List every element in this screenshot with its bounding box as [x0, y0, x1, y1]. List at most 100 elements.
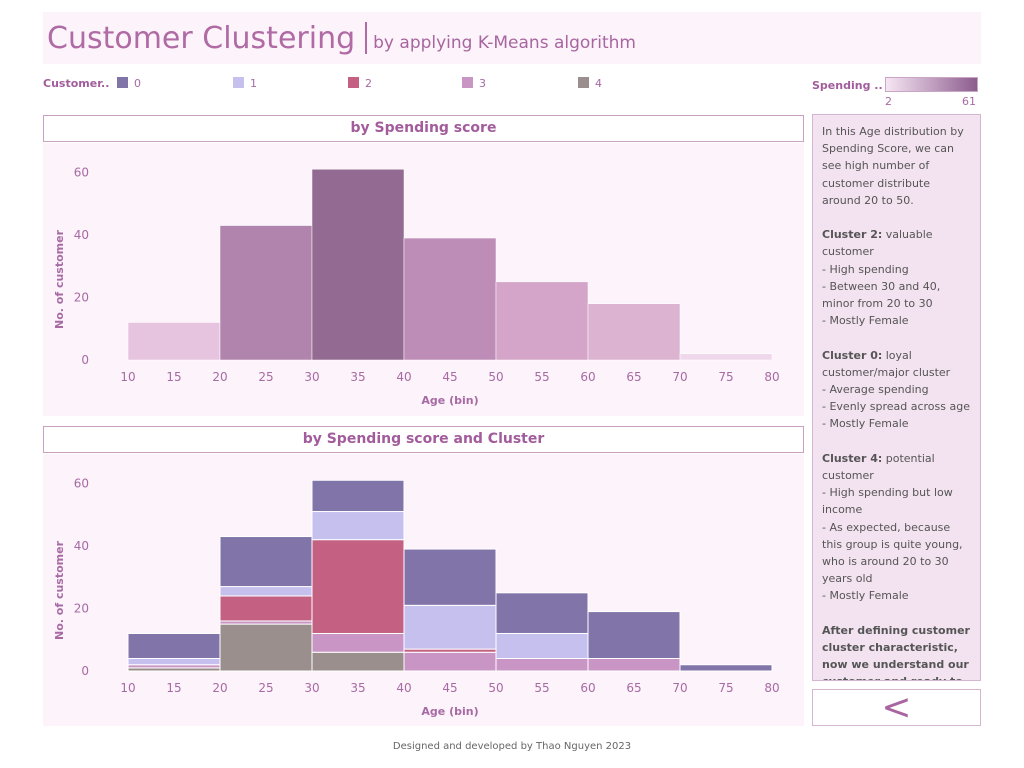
cluster-2-heading: Cluster 2:	[822, 228, 883, 242]
top-x-tick-label: 20	[212, 370, 227, 384]
legend-item-cluster-3[interactable]: 3	[462, 77, 486, 90]
cluster-4-section: Cluster 4: potential customer - High spe…	[822, 450, 971, 605]
spending-max-label: 61	[962, 95, 976, 108]
bar-segment-cluster-0[interactable]	[403, 548, 497, 606]
bar-segment-cluster-0[interactable]	[587, 611, 681, 659]
bottom-stacked-histogram: 0 20 40 60 10 15 20 25 30 35 40 45 50 55 60 65 70 75 80 Age…	[53, 476, 780, 718]
cluster-4-point: - As expected, because this group is qui…	[822, 520, 963, 586]
top-x-tick-label: 35	[350, 370, 365, 384]
bottom-chart-panel: 0 20 40 60 10 15 20 25 30 35 40 45 50 55 60 65 70 75 80 Age…	[43, 454, 804, 726]
legend-item-cluster-2[interactable]: 2	[348, 77, 372, 90]
cluster-2-section: Cluster 2: valuable customer - High spen…	[822, 226, 971, 329]
top-x-tick-label: 70	[672, 370, 687, 384]
histogram-bar[interactable]	[311, 169, 405, 361]
bar-segment-cluster-1[interactable]	[311, 511, 405, 541]
top-x-tick-label: 65	[626, 370, 641, 384]
bar-segment-cluster-1[interactable]	[403, 604, 497, 650]
legend-swatch	[117, 77, 128, 88]
top-x-tick-label: 25	[258, 370, 273, 384]
histogram-bar[interactable]	[219, 225, 313, 361]
bottom-chart-title: by Spending score and Cluster	[43, 426, 804, 453]
spending-legend-title: Spending ..	[812, 79, 883, 92]
histogram-bar[interactable]	[587, 303, 681, 361]
bottom-x-tick-label: 35	[350, 681, 365, 695]
bar-segment-cluster-3[interactable]	[403, 651, 497, 672]
bottom-y-tick-label: 40	[74, 539, 89, 553]
top-x-tick-label: 60	[580, 370, 595, 384]
cluster-4-point: - High spending but low income	[822, 486, 953, 517]
legend-swatch	[462, 77, 473, 88]
bar-segment-cluster-0[interactable]	[219, 536, 313, 588]
top-chart-title: by Spending score	[43, 115, 804, 142]
cluster-2-point: - Mostly Female	[822, 314, 909, 328]
cluster-0-heading: Cluster 0:	[822, 348, 883, 362]
cluster-0-point: - Mostly Female	[822, 417, 909, 431]
cluster-2-desc: valuable customer	[822, 228, 933, 259]
legend-item-cluster-1[interactable]: 1	[233, 77, 257, 90]
bar-segment-cluster-4[interactable]	[311, 651, 405, 672]
bottom-x-axis-label: Age (bin)	[421, 705, 478, 718]
bar-segment-cluster-0[interactable]	[127, 632, 221, 659]
top-x-tick-label: 45	[442, 370, 457, 384]
cluster-4-heading: Cluster 4:	[822, 451, 883, 465]
dashboard-title: Customer Clustering by applying K-Means a…	[47, 21, 636, 56]
title-text: Customer Clustering	[47, 21, 356, 56]
top-y-axis-label: No. of customer	[53, 229, 66, 329]
spending-gradient-bar	[885, 77, 978, 92]
cluster-legend: Customer.. 0 1 2 3 4	[43, 77, 743, 93]
top-y-tick-label: 0	[81, 353, 89, 367]
cluster-0-point: - Evenly spread across age	[822, 400, 970, 414]
bar-segment-cluster-1[interactable]	[219, 586, 313, 597]
back-button[interactable]: <	[812, 689, 981, 726]
conclusion-text: After defining customer cluster characte…	[822, 623, 970, 680]
cluster-4-desc: potential customer	[822, 451, 935, 483]
bar-segment-cluster-0[interactable]	[311, 479, 405, 513]
bottom-x-tick-label: 10	[120, 681, 135, 695]
bar-segment-cluster-3[interactable]	[311, 632, 405, 653]
bottom-x-tick-label: 55	[534, 681, 549, 695]
bottom-x-tick-label: 65	[626, 681, 641, 695]
bottom-y-tick-label: 20	[74, 601, 89, 615]
legend-label: 1	[250, 77, 257, 90]
bar-segment-cluster-0[interactable]	[679, 664, 773, 672]
top-x-tick-label: 55	[534, 370, 549, 384]
footer-credit: Designed and developed by Thao Nguyen 20…	[392, 741, 632, 752]
bar-segment-cluster-2[interactable]	[311, 539, 405, 634]
bottom-x-tick-label: 30	[304, 681, 319, 695]
legend-label: 3	[479, 77, 486, 90]
spending-legend: Spending .. 2 61	[812, 76, 982, 110]
top-x-tick-label: 30	[304, 370, 319, 384]
top-chart-panel: 0 20 40 60 10 15 20 25 30 35 40 45 50 55 60 65 70 75 80 Age…	[43, 143, 804, 416]
top-histogram: 0 20 40 60 10 15 20 25 30 35 40 45 50 55 60 65 70 75 80 Age…	[53, 165, 780, 407]
top-y-tick-label: 20	[74, 290, 89, 304]
bar-segment-cluster-2[interactable]	[219, 595, 313, 622]
top-y-tick-label: 60	[74, 165, 89, 179]
bottom-x-tick-label: 40	[396, 681, 411, 695]
top-y-tick-label: 40	[74, 228, 89, 242]
bar-segment-cluster-3[interactable]	[587, 657, 681, 672]
legend-item-cluster-4[interactable]: 4	[578, 77, 602, 90]
cluster-legend-title: Customer..	[43, 77, 110, 90]
histogram-bar[interactable]	[679, 353, 773, 361]
bar-segment-cluster-1[interactable]	[495, 632, 589, 659]
bottom-x-tick-label: 20	[212, 681, 227, 695]
bottom-x-tick-label: 50	[488, 681, 503, 695]
bar-segment-cluster-1[interactable]	[127, 657, 221, 666]
bottom-x-tick-label: 80	[764, 681, 779, 695]
title-separator	[365, 22, 368, 54]
legend-item-cluster-0[interactable]: 0	[117, 77, 141, 90]
legend-label: 4	[595, 77, 602, 90]
legend-swatch	[233, 77, 244, 88]
histogram-bar[interactable]	[403, 237, 497, 361]
top-x-tick-label: 40	[396, 370, 411, 384]
bar-segment-cluster-3[interactable]	[495, 657, 589, 672]
bar-segment-cluster-4[interactable]	[219, 623, 313, 672]
bar-segment-cluster-0[interactable]	[495, 592, 589, 634]
cluster-0-section: Cluster 0: loyal customer/major cluster …	[822, 347, 971, 433]
spending-min-label: 2	[885, 95, 892, 108]
histogram-bar[interactable]	[495, 281, 589, 361]
histogram-bar[interactable]	[127, 322, 221, 361]
bottom-x-tick-label: 60	[580, 681, 595, 695]
cluster-0-point: - Average spending	[822, 383, 929, 397]
cluster-0-desc: loyal customer/major cluster	[822, 348, 951, 379]
